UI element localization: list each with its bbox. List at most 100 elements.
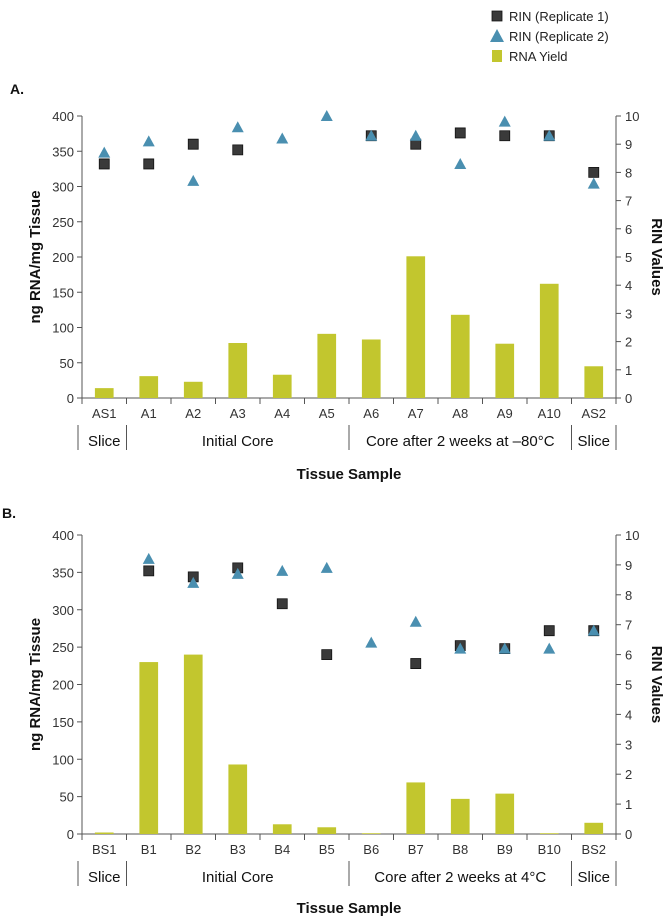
rin-replicate-1-marker xyxy=(187,138,199,150)
left-y-tick-label: 100 xyxy=(52,321,74,336)
right-y-tick-label: 4 xyxy=(625,707,632,722)
left-y-tick-label: 350 xyxy=(52,565,74,580)
rna-yield-bar xyxy=(495,343,515,398)
rna-yield-bar xyxy=(406,256,426,398)
left-y-tick-label: 350 xyxy=(52,144,74,159)
right-y-tick-label: 8 xyxy=(625,588,632,603)
right-y-axis-title: RIN Values xyxy=(648,218,665,296)
rin-replicate-2-marker xyxy=(276,132,289,144)
x-tick-label: A4 xyxy=(274,406,290,421)
right-y-tick-label: 1 xyxy=(625,797,632,812)
right-y-tick-label: 10 xyxy=(625,528,639,543)
left-y-tick-label: 100 xyxy=(52,752,74,767)
group-label: Initial Core xyxy=(202,869,274,886)
rin-replicate-2-marker xyxy=(365,636,378,648)
x-tick-label: AS2 xyxy=(581,406,606,421)
right-y-tick-label: 4 xyxy=(625,278,632,293)
x-tick-label: B7 xyxy=(408,842,424,857)
rin-replicate-1-marker xyxy=(98,158,110,170)
left-y-tick-label: 150 xyxy=(52,715,74,730)
rin-replicate-1-marker xyxy=(321,649,333,660)
x-tick-label: B2 xyxy=(185,842,201,857)
x-axis-title: Tissue Sample xyxy=(297,900,402,917)
x-tick-label: A10 xyxy=(538,406,561,421)
x-tick-label: B4 xyxy=(274,842,290,857)
rin-replicate-1-marker xyxy=(588,167,600,178)
rna-yield-bar xyxy=(317,827,337,834)
x-tick-label: B5 xyxy=(319,842,335,857)
legend: RIN (Replicate 1) RIN (Replicate 2) RNA Yi… xyxy=(490,9,609,64)
right-y-tick-label: 3 xyxy=(625,737,632,752)
rna-yield-bar xyxy=(94,832,114,834)
rna-yield-bar xyxy=(584,822,604,834)
x-tick-label: A6 xyxy=(363,406,379,421)
x-tick-label: A5 xyxy=(319,406,335,421)
rna-yield-bar xyxy=(272,824,292,834)
x-tick-label: A1 xyxy=(141,406,157,421)
legend-label: RIN (Replicate 2) xyxy=(509,29,609,44)
right-y-tick-label: 5 xyxy=(625,250,632,265)
x-tick-label: B8 xyxy=(452,842,468,857)
rin-replicate-2-marker xyxy=(365,129,378,141)
left-y-tick-label: 50 xyxy=(60,356,74,371)
rna-yield-bar xyxy=(495,793,515,834)
legend-square-marker xyxy=(491,10,503,22)
x-tick-label: A7 xyxy=(408,406,424,421)
x-tick-label: A8 xyxy=(452,406,468,421)
right-y-tick-label: 6 xyxy=(625,222,632,237)
rna-yield-bar xyxy=(94,388,114,398)
x-tick-label: AS1 xyxy=(92,406,117,421)
chart-panel-b: B. 0 50 100 150 200 250 300 350 400 0 1 2 3 4 5 6 7 8 9 10 BS… xyxy=(2,505,665,917)
rin-replicate-2-marker xyxy=(276,564,289,576)
left-y-tick-label: 0 xyxy=(67,391,74,406)
rna-yield-bar xyxy=(584,366,604,398)
rin-replicate-2-marker xyxy=(142,135,155,147)
x-tick-label: B9 xyxy=(497,842,513,857)
rna-yield-bar xyxy=(539,833,559,834)
rna-yield-bar xyxy=(406,782,426,834)
rin-replicate-1-marker xyxy=(276,598,288,610)
rna-yield-bar xyxy=(272,374,292,398)
right-y-tick-label: 1 xyxy=(625,363,632,378)
rin-replicate-1-marker xyxy=(143,565,155,577)
group-label: Core after 2 weeks at –80°C xyxy=(366,433,555,450)
rna-yield-bar xyxy=(361,339,381,398)
right-y-tick-label: 0 xyxy=(625,827,632,842)
right-y-tick-label: 3 xyxy=(625,306,632,321)
x-tick-label: A3 xyxy=(230,406,246,421)
right-y-tick-label: 5 xyxy=(625,678,632,693)
rin-replicate-1-marker xyxy=(410,658,422,669)
right-y-axis-title: RIN Values xyxy=(648,646,665,724)
x-tick-label: B3 xyxy=(230,842,246,857)
legend-label: RNA Yield xyxy=(509,49,568,64)
left-y-tick-label: 400 xyxy=(52,528,74,543)
rin-replicate-2-marker xyxy=(231,121,244,133)
left-y-tick-label: 200 xyxy=(52,678,74,693)
rna-yield-bar xyxy=(361,833,381,834)
legend-label: RIN (Replicate 1) xyxy=(509,9,609,24)
left-y-tick-label: 200 xyxy=(52,250,74,265)
rna-yield-bar xyxy=(539,283,559,398)
right-y-tick-label: 0 xyxy=(625,391,632,406)
left-y-axis-title: ng RNA/mg Tissue xyxy=(27,190,44,323)
rin-replicate-1-marker xyxy=(143,158,155,170)
left-y-tick-label: 300 xyxy=(52,180,74,195)
left-y-tick-label: 250 xyxy=(52,640,74,655)
left-y-tick-label: 0 xyxy=(67,827,74,842)
rin-replicate-2-marker xyxy=(320,561,333,573)
rin-replicate-1-marker xyxy=(543,625,555,637)
right-y-tick-label: 9 xyxy=(625,558,632,573)
rna-yield-bar xyxy=(228,343,248,398)
right-y-tick-label: 2 xyxy=(625,335,632,350)
rin-replicate-2-marker xyxy=(587,624,600,636)
group-label: Slice xyxy=(88,869,121,886)
rin-replicate-2-marker xyxy=(320,110,333,121)
right-y-tick-label: 6 xyxy=(625,648,632,663)
rin-replicate-2-marker xyxy=(543,129,556,141)
right-y-tick-label: 9 xyxy=(625,137,632,152)
rna-yield-bar xyxy=(139,662,159,834)
left-y-tick-label: 250 xyxy=(52,215,74,230)
rna-yield-bar xyxy=(450,314,470,398)
rin-replicate-2-marker xyxy=(454,642,467,654)
rna-yield-bar xyxy=(183,381,203,398)
